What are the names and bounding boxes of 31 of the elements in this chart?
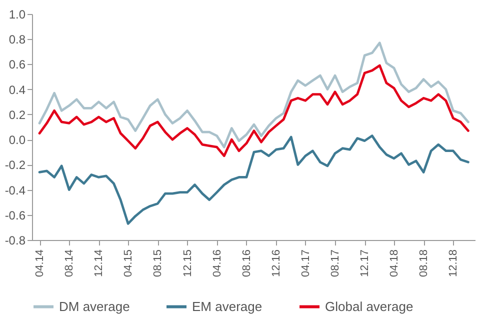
y-tick-label: 0.2 xyxy=(8,108,26,122)
legend-label: Global average xyxy=(325,298,414,314)
y-tick-label: -0.4 xyxy=(4,183,26,198)
x-tick-label: 08.17 xyxy=(330,250,342,278)
x-tick-label: 08.14 xyxy=(64,250,76,278)
x-tick-label: 08.18 xyxy=(418,250,430,278)
legend-label: EM average xyxy=(192,298,262,314)
x-tick-label: 04.17 xyxy=(300,250,312,278)
y-tick-label: 0.0 xyxy=(8,133,26,148)
legend-label: DM average xyxy=(59,298,130,314)
x-tick-label: 04.18 xyxy=(388,250,400,278)
x-tick-label: 08.15 xyxy=(152,250,164,278)
x-tick-label: 04.15 xyxy=(122,250,135,278)
x-tick-label: 04.16 xyxy=(211,250,224,278)
x-tick-label: 12.18 xyxy=(448,250,460,278)
y-tick-label: -0.6 xyxy=(4,208,26,222)
line-series xyxy=(38,64,470,158)
x-tick-label: 12.14 xyxy=(93,250,106,278)
x-tick-label: 08.16 xyxy=(240,250,253,278)
y-tick-label: 0.4 xyxy=(8,82,26,97)
x-tick-label: 12.17 xyxy=(359,250,372,278)
y-tick-label: -0.8 xyxy=(4,234,26,248)
y-tick-label: -0.2 xyxy=(4,158,26,172)
y-tick-label: 0.6 xyxy=(8,58,26,72)
line-series xyxy=(38,42,470,148)
x-tick-label: 04.14 xyxy=(34,250,46,278)
x-tick-label: 12.15 xyxy=(182,250,194,278)
x-tick-label: 12.16 xyxy=(270,250,283,278)
y-tick-label: 0.8 xyxy=(8,32,26,47)
y-tick-label: 1.0 xyxy=(8,8,26,22)
line-series xyxy=(38,134,470,225)
